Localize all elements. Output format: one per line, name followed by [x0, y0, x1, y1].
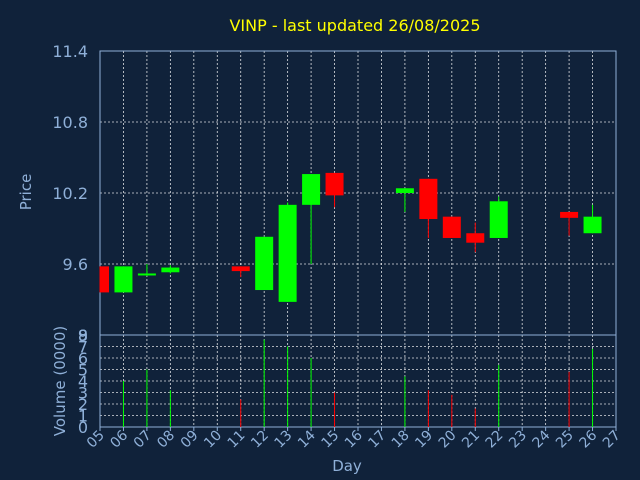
candle-body: [100, 266, 109, 293]
x-tick-label: 08: [154, 428, 178, 452]
price-candles: [99, 172, 602, 302]
candle-body: [278, 204, 297, 302]
volume-tick-label: 2: [78, 395, 88, 414]
price-tick-label: 11.4: [52, 42, 88, 61]
price-tick-label: 9: [78, 326, 88, 345]
x-tick-label: 09: [178, 428, 202, 452]
x-tick-label: 24: [530, 427, 554, 451]
volume-tick-label: 3: [78, 384, 88, 403]
chart-title: VINP - last updated 26/08/2025: [229, 16, 480, 35]
x-tick-label: 18: [389, 428, 413, 452]
x-tick-label: 12: [248, 428, 272, 452]
x-tick-label: 25: [553, 428, 577, 452]
price-axis-label: Price: [17, 174, 35, 211]
x-tick-label: 07: [131, 428, 155, 452]
price-grid: [100, 51, 616, 335]
volume-tick-label: 6: [78, 349, 88, 368]
candle-body: [466, 233, 485, 243]
x-tick-label: 26: [576, 427, 600, 451]
x-tick-label: 15: [318, 428, 342, 452]
x-tick-label: 10: [201, 428, 225, 452]
x-tick-label: 16: [342, 427, 366, 451]
volume-grid: [100, 335, 616, 427]
x-tick-label: 06: [107, 427, 131, 451]
candle-body: [161, 267, 180, 273]
x-tick-label: 20: [436, 428, 460, 452]
volume-tick-label: 1: [78, 407, 88, 426]
candle-body: [442, 216, 461, 238]
x-tick-label: 14: [295, 427, 319, 451]
candle-body: [114, 266, 133, 293]
volume-tick-label: 7: [78, 338, 88, 357]
x-tick-label: 27: [600, 428, 624, 452]
candle-body: [325, 172, 344, 196]
x-tick-label: 11: [225, 428, 249, 452]
candle-body: [489, 201, 508, 238]
x-tick-label: 22: [483, 428, 507, 452]
candle-body: [302, 174, 321, 205]
x-tick-label: 21: [459, 428, 483, 452]
price-tick-label: 10.2: [52, 184, 88, 203]
volume-axis-label: Volume (0000): [51, 326, 69, 436]
price-tick-label: 10.8: [52, 113, 88, 132]
candle-body: [255, 236, 274, 291]
candle-body: [231, 266, 250, 272]
volume-tick-label: 8: [78, 326, 88, 345]
candle-body: [560, 211, 579, 218]
candle-body: [419, 178, 438, 220]
volume-tick-label: 5: [78, 361, 88, 380]
volume-tick-label: 4: [78, 372, 88, 391]
x-tick-label: 13: [272, 428, 296, 452]
x-axis: 05 06 07 08 09 10 11 12 13 14 15 16 17 18 19 20 21 22 23 24…: [84, 427, 624, 451]
x-tick-label: 19: [412, 428, 436, 452]
candle-body: [583, 216, 602, 234]
x-axis-label: Day: [332, 457, 362, 475]
candle-body: [137, 273, 156, 276]
volume-bars: [122, 339, 594, 427]
candle-body: [395, 188, 414, 193]
volume-tick-label: 0: [78, 418, 88, 437]
price-tick-label: 9.6: [63, 255, 88, 274]
price-y-axis: 9 9.6 10.2 10.8 11.4: [52, 42, 88, 345]
x-tick-label: 23: [506, 428, 530, 452]
x-tick-label: 17: [365, 428, 389, 452]
